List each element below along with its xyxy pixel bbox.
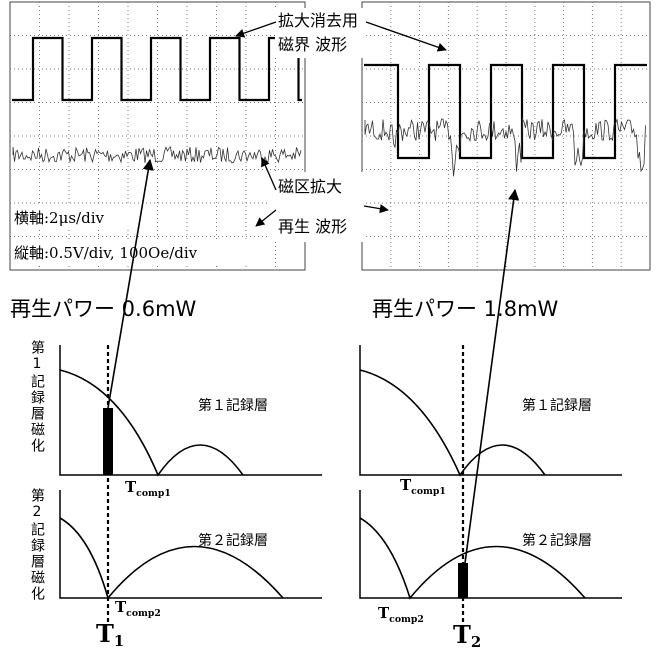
pointer	[465, 190, 515, 563]
readout-waveform	[365, 119, 646, 176]
temperature-label: T2	[453, 620, 481, 650]
annotation: 磁区拡大	[278, 177, 342, 196]
magnetization-curve	[360, 370, 545, 475]
annotation: 磁界 波形	[278, 35, 347, 54]
y-axis-label: 第1記録層磁化	[30, 340, 44, 454]
layer-label: 第１記録層	[522, 397, 592, 414]
y-axis-label: 第2記録層磁化	[30, 488, 44, 602]
magnetization-curve	[60, 370, 243, 475]
layer-label: 第１記録層	[198, 397, 268, 414]
power-label: 再生パワー 1.8mW	[372, 297, 559, 321]
magnetization-curve	[60, 518, 283, 598]
readout-region	[458, 563, 468, 598]
magnetization-curve	[360, 518, 585, 598]
layer-label: 第２記録層	[522, 532, 592, 549]
annotation: 再生 波形	[278, 217, 347, 236]
temperature-label: Tcomp1	[125, 478, 171, 499]
temperature-label: Tcomp2	[115, 598, 161, 619]
diagram: 横軸:2μs/div 縦軸:0.5V/div, 100Oe/div 拡大消去用 …	[0, 0, 656, 650]
annotation: 拡大消去用	[278, 11, 358, 30]
temperature-label: Tcomp2	[378, 604, 424, 625]
temperature-label: Tcomp1	[400, 476, 446, 497]
pointer	[108, 160, 150, 408]
axis	[60, 490, 322, 598]
layer-label: 第２記録層	[198, 532, 268, 549]
horizontal-scale: 横軸:2μs/div	[14, 209, 104, 227]
temperature-label: T1	[96, 619, 124, 650]
axis	[60, 345, 322, 475]
power-label: 再生パワー 0.6mW	[10, 297, 197, 321]
readout-region	[103, 408, 113, 475]
figure: 横軸:2μs/div 縦軸:0.5V/div, 100Oe/div 拡大消去用 …	[0, 0, 656, 650]
vertical-scale: 縦軸:0.5V/div, 100Oe/div	[14, 244, 198, 262]
